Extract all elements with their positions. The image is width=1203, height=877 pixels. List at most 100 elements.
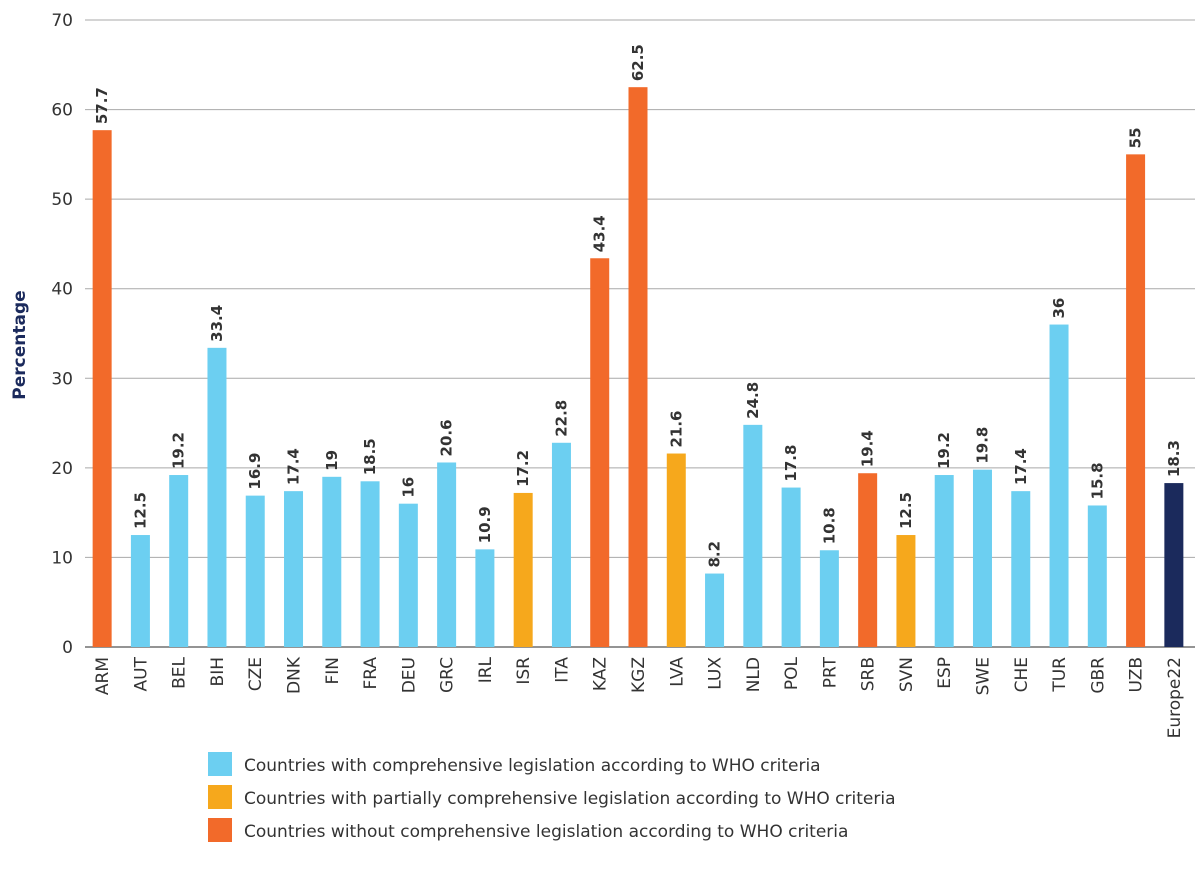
- category-label: POL: [782, 656, 802, 690]
- category-label: DNK: [285, 656, 305, 694]
- bar: [819, 550, 839, 647]
- data-label: 33.4: [208, 305, 226, 342]
- bar: [858, 473, 878, 647]
- category-label: AUT: [131, 656, 151, 691]
- bar: [398, 503, 418, 647]
- bar: [1126, 154, 1146, 647]
- category-label: ITA: [552, 657, 572, 683]
- category-label: ESP: [935, 657, 955, 689]
- category-label: PRT: [820, 656, 840, 688]
- category-label: IRL: [476, 656, 496, 683]
- category-label: ARM: [93, 657, 113, 695]
- bar: [130, 535, 150, 647]
- bar: [743, 424, 763, 647]
- legend-label: Countries without comprehensive legislat…: [244, 822, 848, 842]
- y-tick-label: 40: [51, 280, 73, 300]
- data-label: 12.5: [897, 492, 915, 529]
- y-tick-label: 50: [51, 190, 73, 210]
- bar: [1164, 483, 1184, 647]
- data-label: 20.6: [438, 419, 456, 456]
- category-label: NLD: [744, 657, 764, 692]
- data-label: 17.8: [782, 445, 800, 482]
- data-label: 19.2: [935, 432, 953, 469]
- y-tick-label: 10: [51, 548, 73, 568]
- legend-swatch: [208, 785, 232, 809]
- category-label: UZB: [1127, 657, 1147, 692]
- data-label: 24.8: [744, 382, 762, 419]
- data-label: 17.2: [514, 450, 532, 487]
- data-label: 8.2: [706, 541, 724, 568]
- y-tick-label: 30: [51, 369, 73, 389]
- data-label: 57.7: [93, 87, 111, 124]
- category-label: KAZ: [591, 657, 611, 691]
- data-labels: 57.7 12.5 19.2 33.4 16.9 17.4 19 18.5 16 20.6 10.9…: [93, 44, 1183, 567]
- bar: [284, 491, 304, 647]
- bar: [896, 535, 916, 647]
- data-label: 19.8: [973, 427, 991, 464]
- data-label: 22.8: [552, 400, 570, 437]
- bar: [92, 130, 112, 647]
- bar: [1087, 505, 1107, 647]
- bar: [1011, 491, 1031, 647]
- category-label: GRC: [438, 657, 458, 693]
- bar: [322, 476, 342, 647]
- data-label: 43.4: [591, 215, 609, 252]
- category-labels: ARM AUT BEL BIH CZE DNK FIN FRA DEU GRC IRL ISR ITA K…: [93, 656, 1185, 738]
- category-label: FIN: [323, 657, 343, 685]
- data-label: 19: [323, 450, 341, 471]
- category-label: TUR: [1050, 657, 1070, 693]
- y-axis-ticks: 0 10 20 30 40 50 60 70: [51, 11, 73, 658]
- category-label: LVA: [667, 657, 687, 687]
- bar: [628, 87, 648, 647]
- category-label: CZE: [246, 657, 266, 691]
- bar: [245, 495, 265, 647]
- data-label: 18.3: [1165, 440, 1183, 477]
- y-tick-label: 20: [51, 459, 73, 479]
- data-label: 16: [399, 477, 417, 498]
- category-label: LUX: [706, 657, 726, 690]
- category-label: BEL: [170, 656, 190, 688]
- data-label: 19.4: [859, 430, 877, 467]
- bar: [705, 573, 725, 647]
- legend-swatch: [208, 752, 232, 776]
- bar: [590, 258, 610, 647]
- data-label: 62.5: [629, 44, 647, 81]
- category-label: Europe22: [1165, 657, 1185, 738]
- bar: [934, 475, 954, 647]
- data-label: 18.5: [361, 438, 379, 475]
- bar: [475, 549, 495, 647]
- category-label: ISR: [514, 657, 534, 685]
- y-tick-label: 70: [51, 11, 73, 31]
- data-label: 17.4: [1012, 448, 1030, 485]
- y-tick-label: 60: [51, 101, 73, 121]
- legend-label: Countries with comprehensive legislation…: [244, 756, 821, 776]
- category-label: DEU: [399, 657, 419, 693]
- data-label: 16.9: [246, 453, 264, 490]
- data-label: 19.2: [170, 432, 188, 469]
- data-label: 10.8: [820, 507, 838, 544]
- data-label: 12.5: [131, 492, 149, 529]
- legend-label: Countries with partially comprehensive l…: [244, 789, 896, 809]
- bar: [360, 481, 380, 647]
- bars: [92, 87, 1184, 647]
- bar: [513, 492, 533, 647]
- category-label: KGZ: [629, 657, 649, 693]
- category-label: GBR: [1088, 657, 1108, 694]
- category-label: SWE: [973, 657, 993, 695]
- data-label: 36: [1050, 298, 1068, 319]
- y-tick-label: 0: [62, 638, 73, 658]
- data-label: 15.8: [1088, 462, 1106, 499]
- bar: [666, 453, 686, 647]
- data-label: 21.6: [667, 411, 685, 448]
- category-label: BIH: [208, 657, 228, 686]
- bar: [972, 469, 992, 647]
- data-label: 55: [1127, 127, 1145, 148]
- category-label: SRB: [859, 657, 879, 691]
- y-axis-label: Percentage: [10, 290, 30, 399]
- legend-swatch: [208, 818, 232, 842]
- bar: [781, 487, 801, 647]
- bar: [169, 475, 189, 647]
- data-label: 17.4: [285, 448, 303, 485]
- bar: [1049, 324, 1069, 647]
